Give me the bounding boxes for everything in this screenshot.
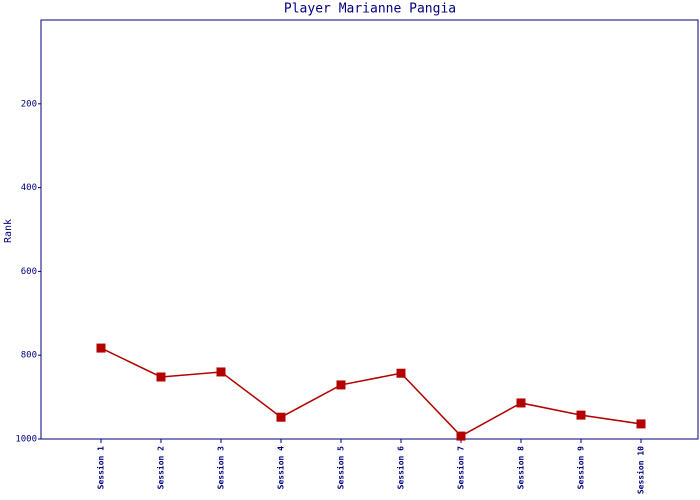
x-tick-label: Session 5 (336, 446, 346, 490)
marker (516, 398, 526, 408)
marker (336, 380, 346, 390)
marker (456, 431, 466, 441)
marker (396, 368, 406, 378)
x-tick-label: Session 2 (156, 446, 166, 490)
y-tick-label: 800 (21, 351, 37, 361)
x-tick-label: Session 8 (516, 446, 526, 490)
marker (636, 419, 646, 429)
marker (156, 372, 166, 382)
x-tick-label: Session 4 (276, 446, 286, 490)
y-axis-label: Rank (3, 219, 14, 243)
marker (576, 410, 586, 420)
x-tick-label: Session 3 (216, 446, 226, 490)
line (100, 347, 642, 438)
y-tick-label: 400 (21, 183, 37, 193)
x-tick-label: Session 10 (636, 446, 646, 494)
marker (216, 367, 226, 377)
y-tick-label: 600 (21, 267, 37, 277)
chart-title: Player Marianne Pangia (284, 2, 456, 17)
marker (96, 343, 106, 353)
x-tick-label: Session 7 (456, 446, 466, 490)
plot-frame (40, 19, 699, 440)
y-tick-label: 1000 (15, 435, 37, 445)
x-tick-label: Session 1 (96, 446, 106, 490)
x-tick-label: Session 6 (396, 446, 406, 490)
y-tick-label: 200 (21, 99, 37, 109)
marker (276, 412, 286, 422)
x-tick-label: Session 9 (576, 446, 586, 490)
